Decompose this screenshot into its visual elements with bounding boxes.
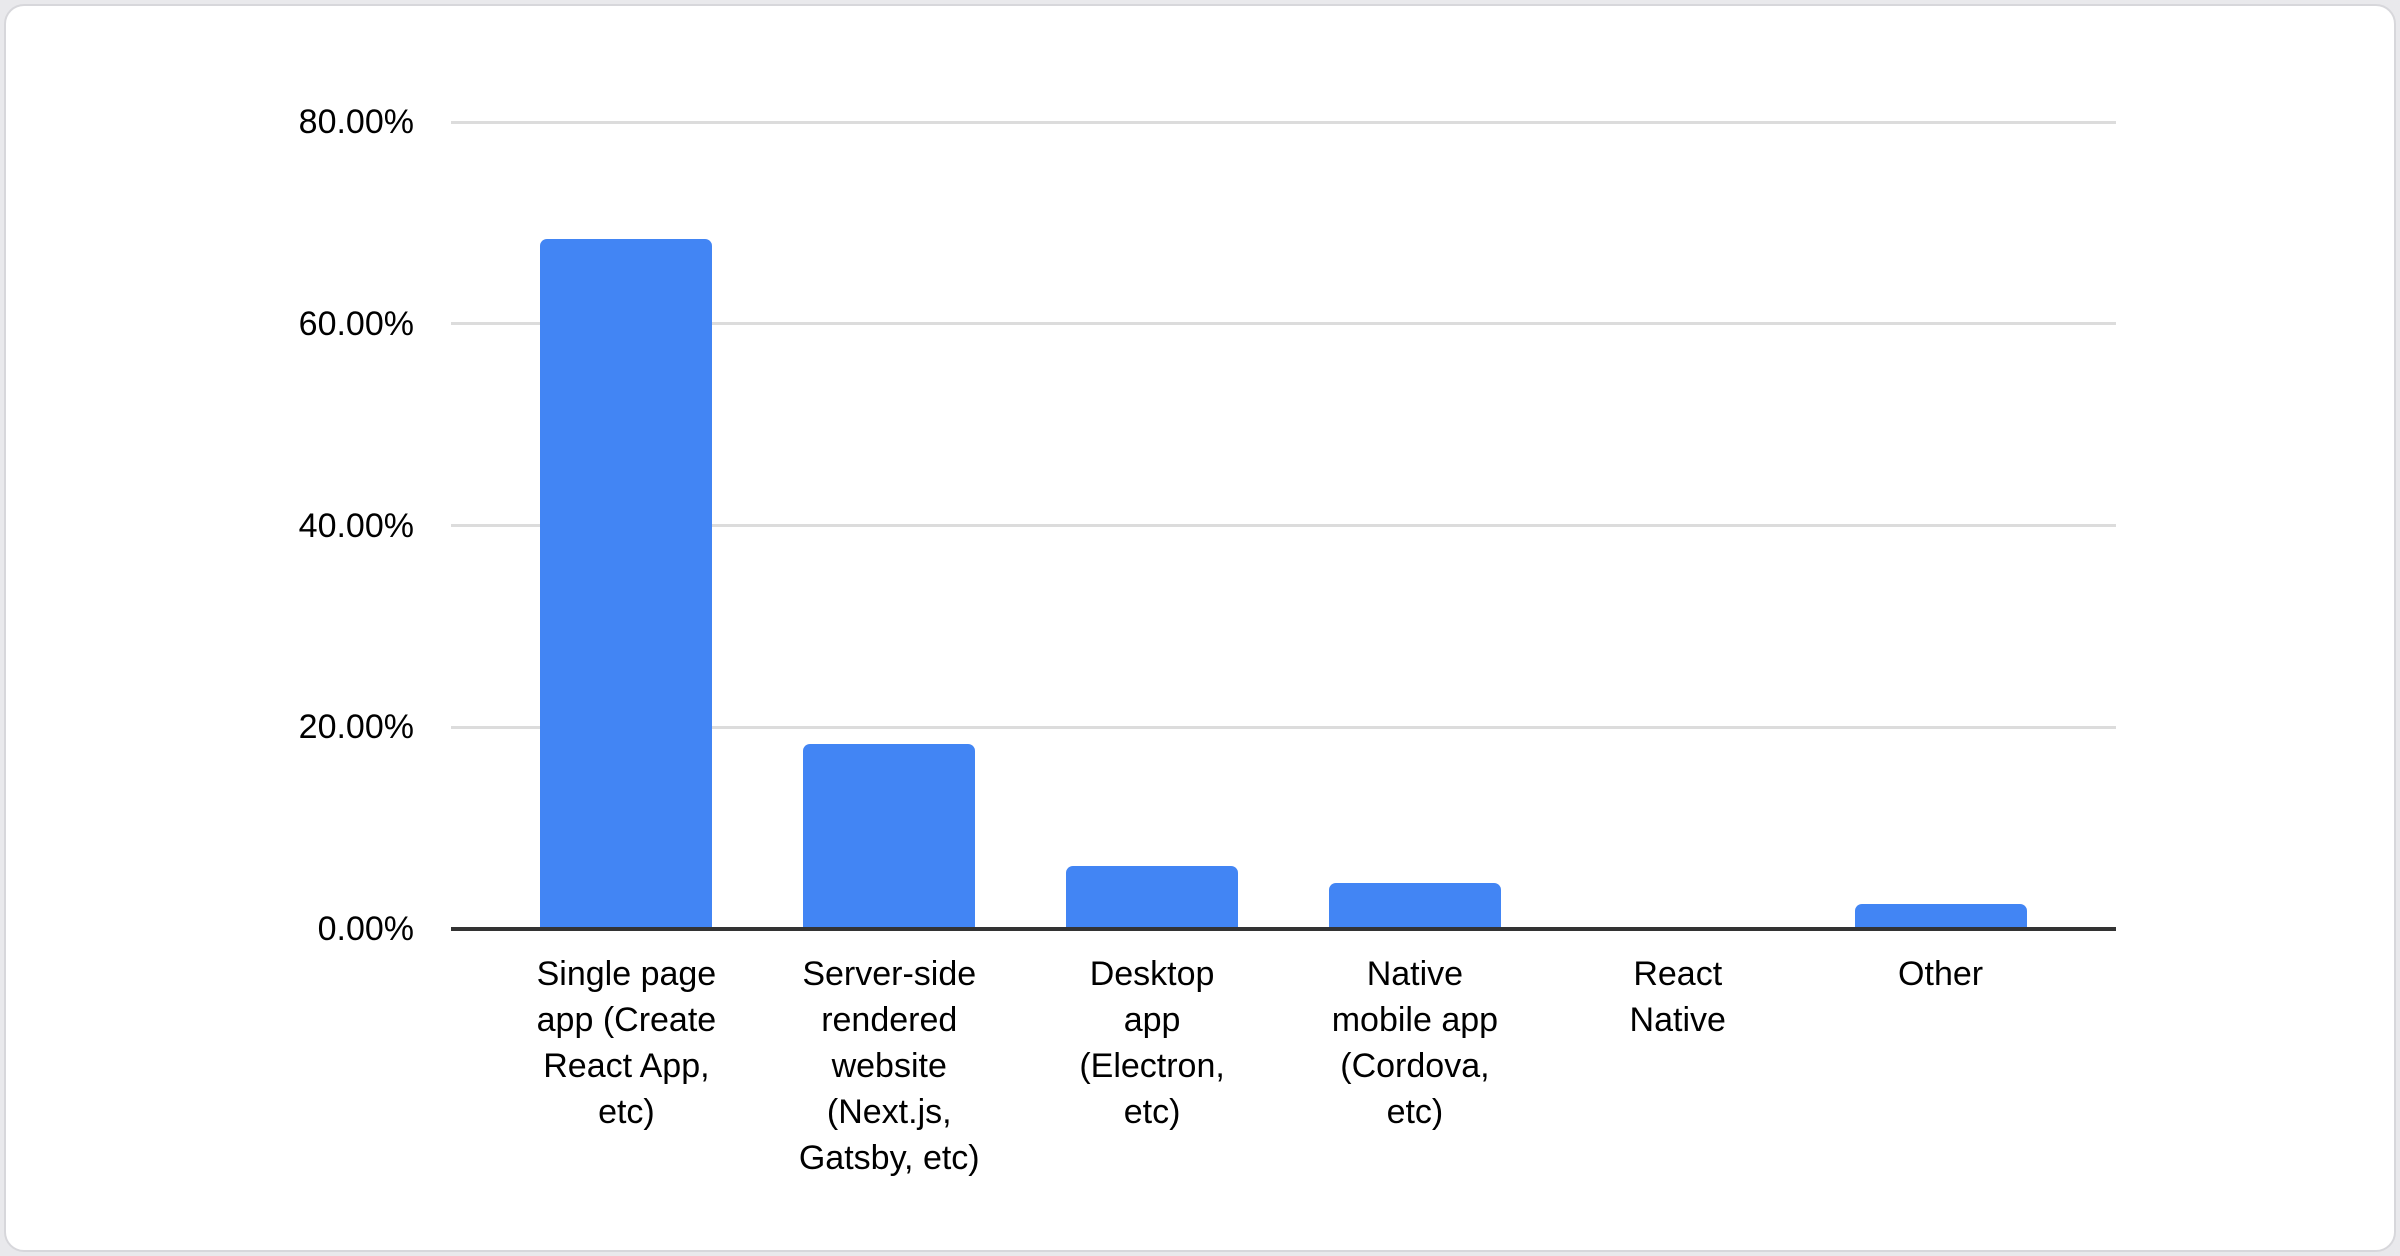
- gridline-40: [451, 524, 2116, 527]
- bar-1: [540, 239, 713, 929]
- bar-6: [1854, 903, 2027, 929]
- x-axis-category-label: Native mobile app (Cordova, etc): [1331, 955, 1499, 1131]
- bar-chart: 80.00% 60.00% 40.00% 20.00% 0.00% Single page…: [6, 6, 2394, 1250]
- bar-4: [1328, 882, 1501, 929]
- y-axis-tick-label: 0.00%: [317, 910, 414, 948]
- x-axis-line: [451, 927, 2116, 931]
- y-axis-tick-label: 80.00%: [298, 103, 414, 141]
- x-axis-category-label: Other: [1898, 955, 1984, 993]
- x-axis-category-label: React Native: [1629, 955, 1726, 1039]
- bar-2: [803, 744, 976, 929]
- gridline-80: [451, 120, 2116, 124]
- y-axis-tick-label: 60.00%: [298, 304, 414, 343]
- gridline-20: [451, 725, 2116, 729]
- y-axis-tick-label: 40.00%: [298, 506, 414, 545]
- x-axis-category-label: Server-side rendered website (Next.js, G…: [798, 955, 980, 1177]
- y-axis-tick-label: 20.00%: [298, 708, 414, 747]
- gridline-60: [451, 322, 2116, 326]
- x-axis-category-label: Desktop app (Electron, etc): [1079, 955, 1225, 1131]
- bar-3: [1066, 866, 1239, 929]
- x-axis-category-label: Single page app (Create React App, etc): [536, 955, 717, 1131]
- chart-card: 80.00% 60.00% 40.00% 20.00% 0.00% Single page…: [4, 4, 2396, 1252]
